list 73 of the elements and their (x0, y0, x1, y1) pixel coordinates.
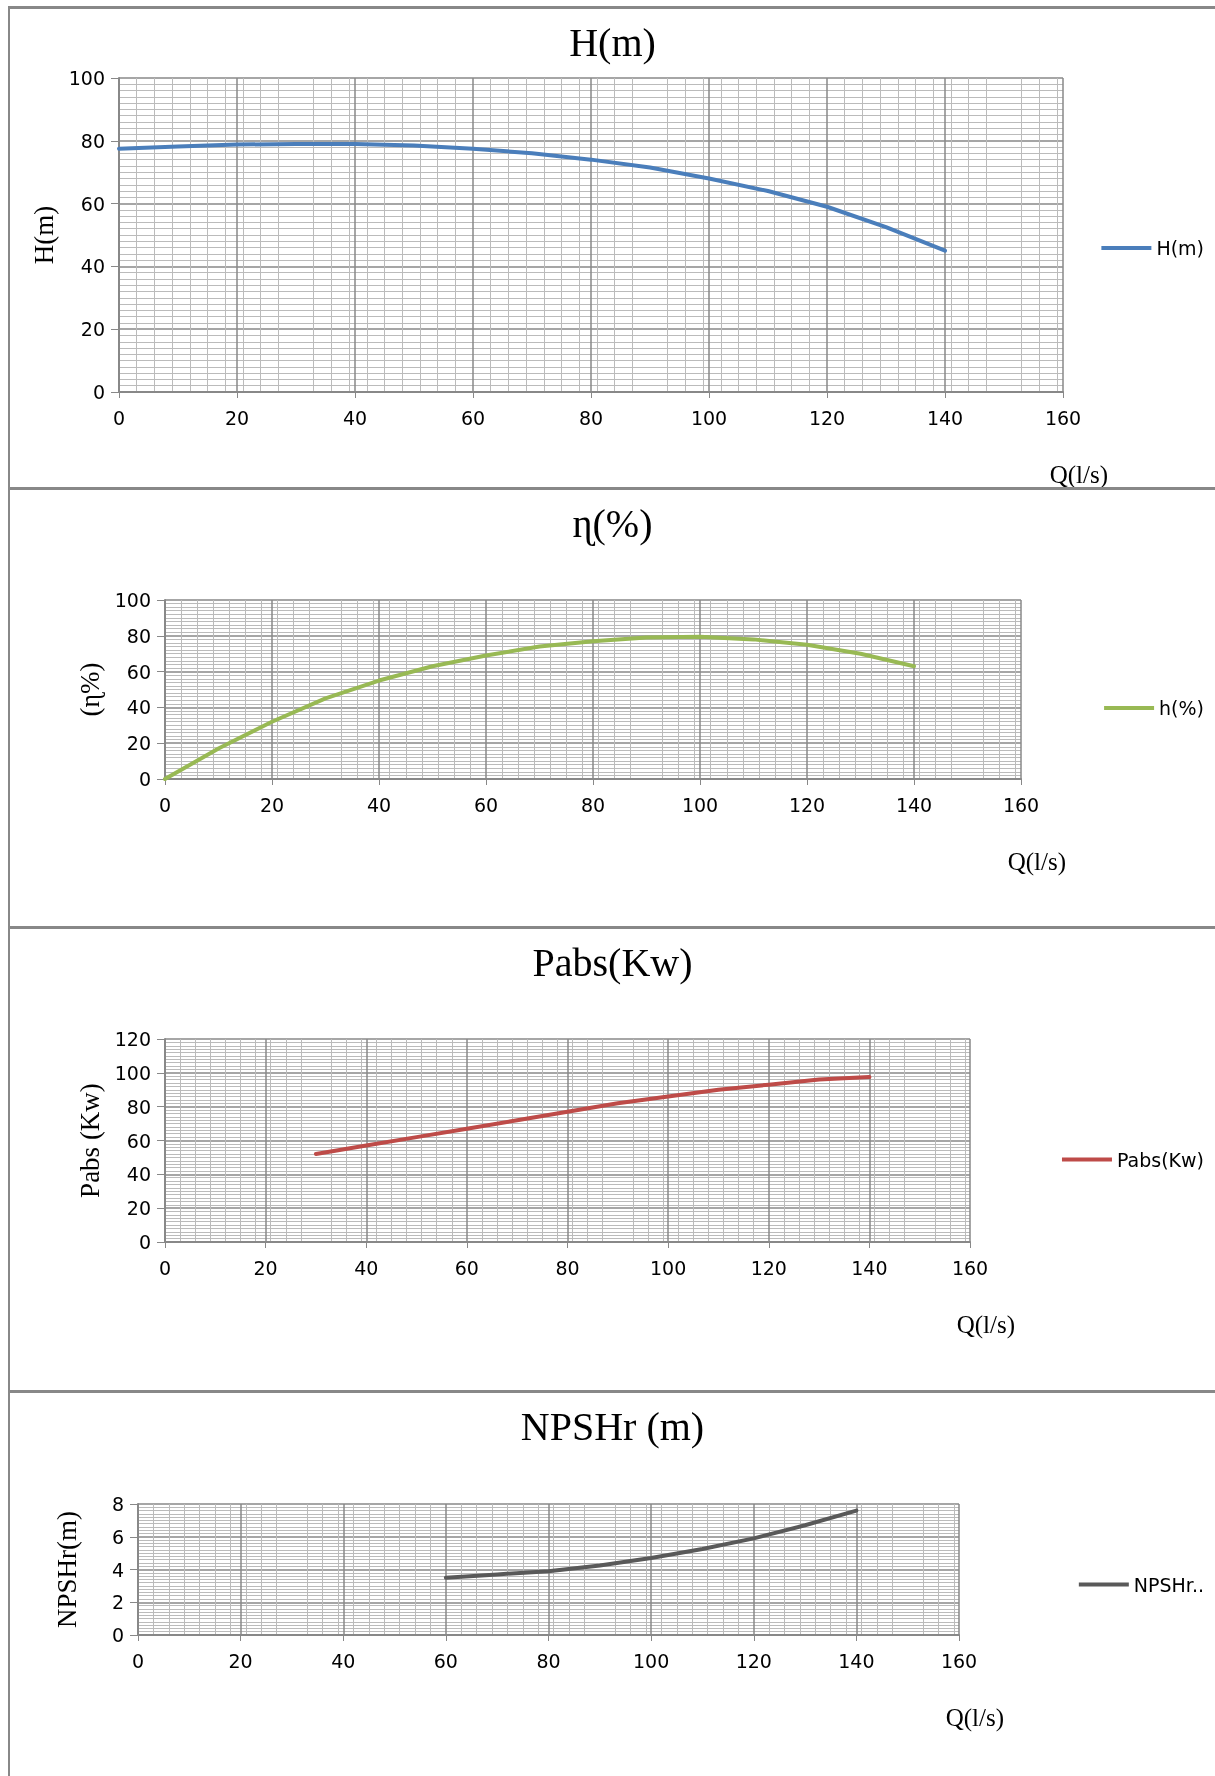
x-tick-label: 80 (580, 793, 606, 816)
y-tick-label: 8 (111, 1493, 124, 1515)
x-tick-label: 20 (224, 406, 250, 429)
x-tick-label: 140 (895, 793, 933, 816)
y-tick-label: 120 (114, 1028, 151, 1050)
x-tick-label: 120 (735, 1649, 772, 1672)
x-tick-label: 40 (342, 406, 368, 429)
y-tick-label: 40 (126, 696, 151, 719)
y-tick-label: 100 (114, 589, 151, 611)
x-tick-label: 100 (690, 406, 728, 429)
y-tick-label: 20 (126, 732, 151, 755)
y-tick-label: 60 (80, 192, 105, 215)
y-tick-label: 60 (126, 1129, 151, 1152)
y-axis-title: Pabs (Kw) (75, 1083, 106, 1198)
y-tick-label: 6 (111, 1525, 124, 1548)
y-tick-label: 0 (138, 768, 151, 790)
chart-title: ɳ(%) (572, 500, 653, 546)
y-tick-label: 80 (80, 129, 105, 152)
y-tick-label: 20 (126, 1197, 151, 1220)
x-tick-label: 40 (366, 793, 392, 816)
y-tick-label: 4 (111, 1558, 124, 1581)
x-tick-label: 60 (473, 793, 499, 816)
x-tick-label: 140 (851, 1256, 888, 1279)
y-tick-label: 0 (92, 381, 105, 403)
chart-title: Pabs(Kw) (532, 939, 693, 985)
x-axis-title: Q(l/s) (1007, 848, 1066, 876)
x-tick-label: 100 (632, 1649, 670, 1672)
x-tick-label: 160 (1002, 793, 1040, 816)
x-axis-title: Q(l/s) (956, 1311, 1015, 1339)
x-axis-title: Q(l/s) (945, 1704, 1004, 1732)
x-tick-label: 20 (259, 793, 285, 816)
y-tick-label: 80 (126, 624, 151, 647)
x-tick-label: 140 (926, 406, 964, 429)
y-tick-label: 20 (80, 318, 105, 341)
legend-label: h(%) (1159, 697, 1204, 719)
y-tick-label: 100 (68, 67, 105, 89)
y-axis-title: NPSHr(m) (51, 1510, 82, 1629)
y-tick-label: 100 (114, 1061, 151, 1084)
x-tick-label: 100 (649, 1256, 687, 1279)
x-tick-label: 60 (433, 1649, 458, 1672)
x-tick-label: 160 (1044, 406, 1082, 429)
x-tick-label: 40 (331, 1649, 356, 1672)
x-tick-label: 80 (536, 1649, 561, 1672)
x-tick-label: 80 (578, 406, 604, 429)
x-tick-label: 80 (555, 1256, 580, 1279)
y-tick-label: 0 (111, 1624, 124, 1646)
chart-title: NPSHr (m) (520, 1403, 705, 1449)
y-tick-label: 40 (80, 255, 105, 278)
y-tick-label: 60 (126, 660, 151, 683)
x-tick-label: 20 (253, 1256, 278, 1279)
legend-label: NPSHr.. (1133, 1573, 1205, 1596)
x-tick-label: 40 (354, 1256, 379, 1279)
x-tick-label: 160 (951, 1256, 989, 1279)
x-tick-label: 140 (838, 1649, 875, 1672)
y-axis-title: H(m) (29, 205, 60, 265)
x-tick-label: 0 (158, 793, 172, 816)
legend-label: H(m) (1156, 237, 1204, 259)
x-tick-label: 160 (940, 1649, 978, 1672)
y-tick-label: 0 (138, 1231, 151, 1253)
y-tick-label: 80 (126, 1095, 151, 1118)
x-tick-label: 0 (158, 1256, 172, 1279)
x-tick-label: 60 (460, 406, 486, 429)
x-tick-label: 120 (788, 793, 826, 816)
y-axis-title: (ɳ%) (75, 662, 106, 717)
y-tick-label: 40 (126, 1163, 151, 1186)
chart-title: H(m) (569, 19, 656, 65)
x-tick-label: 120 (750, 1256, 787, 1279)
x-tick-label: 120 (808, 406, 846, 429)
x-tick-label: 100 (681, 793, 719, 816)
x-tick-label: 60 (454, 1256, 479, 1279)
x-tick-label: 20 (228, 1649, 253, 1672)
y-tick-label: 2 (111, 1591, 124, 1614)
legend-label: Pabs(Kw) (1116, 1148, 1204, 1171)
